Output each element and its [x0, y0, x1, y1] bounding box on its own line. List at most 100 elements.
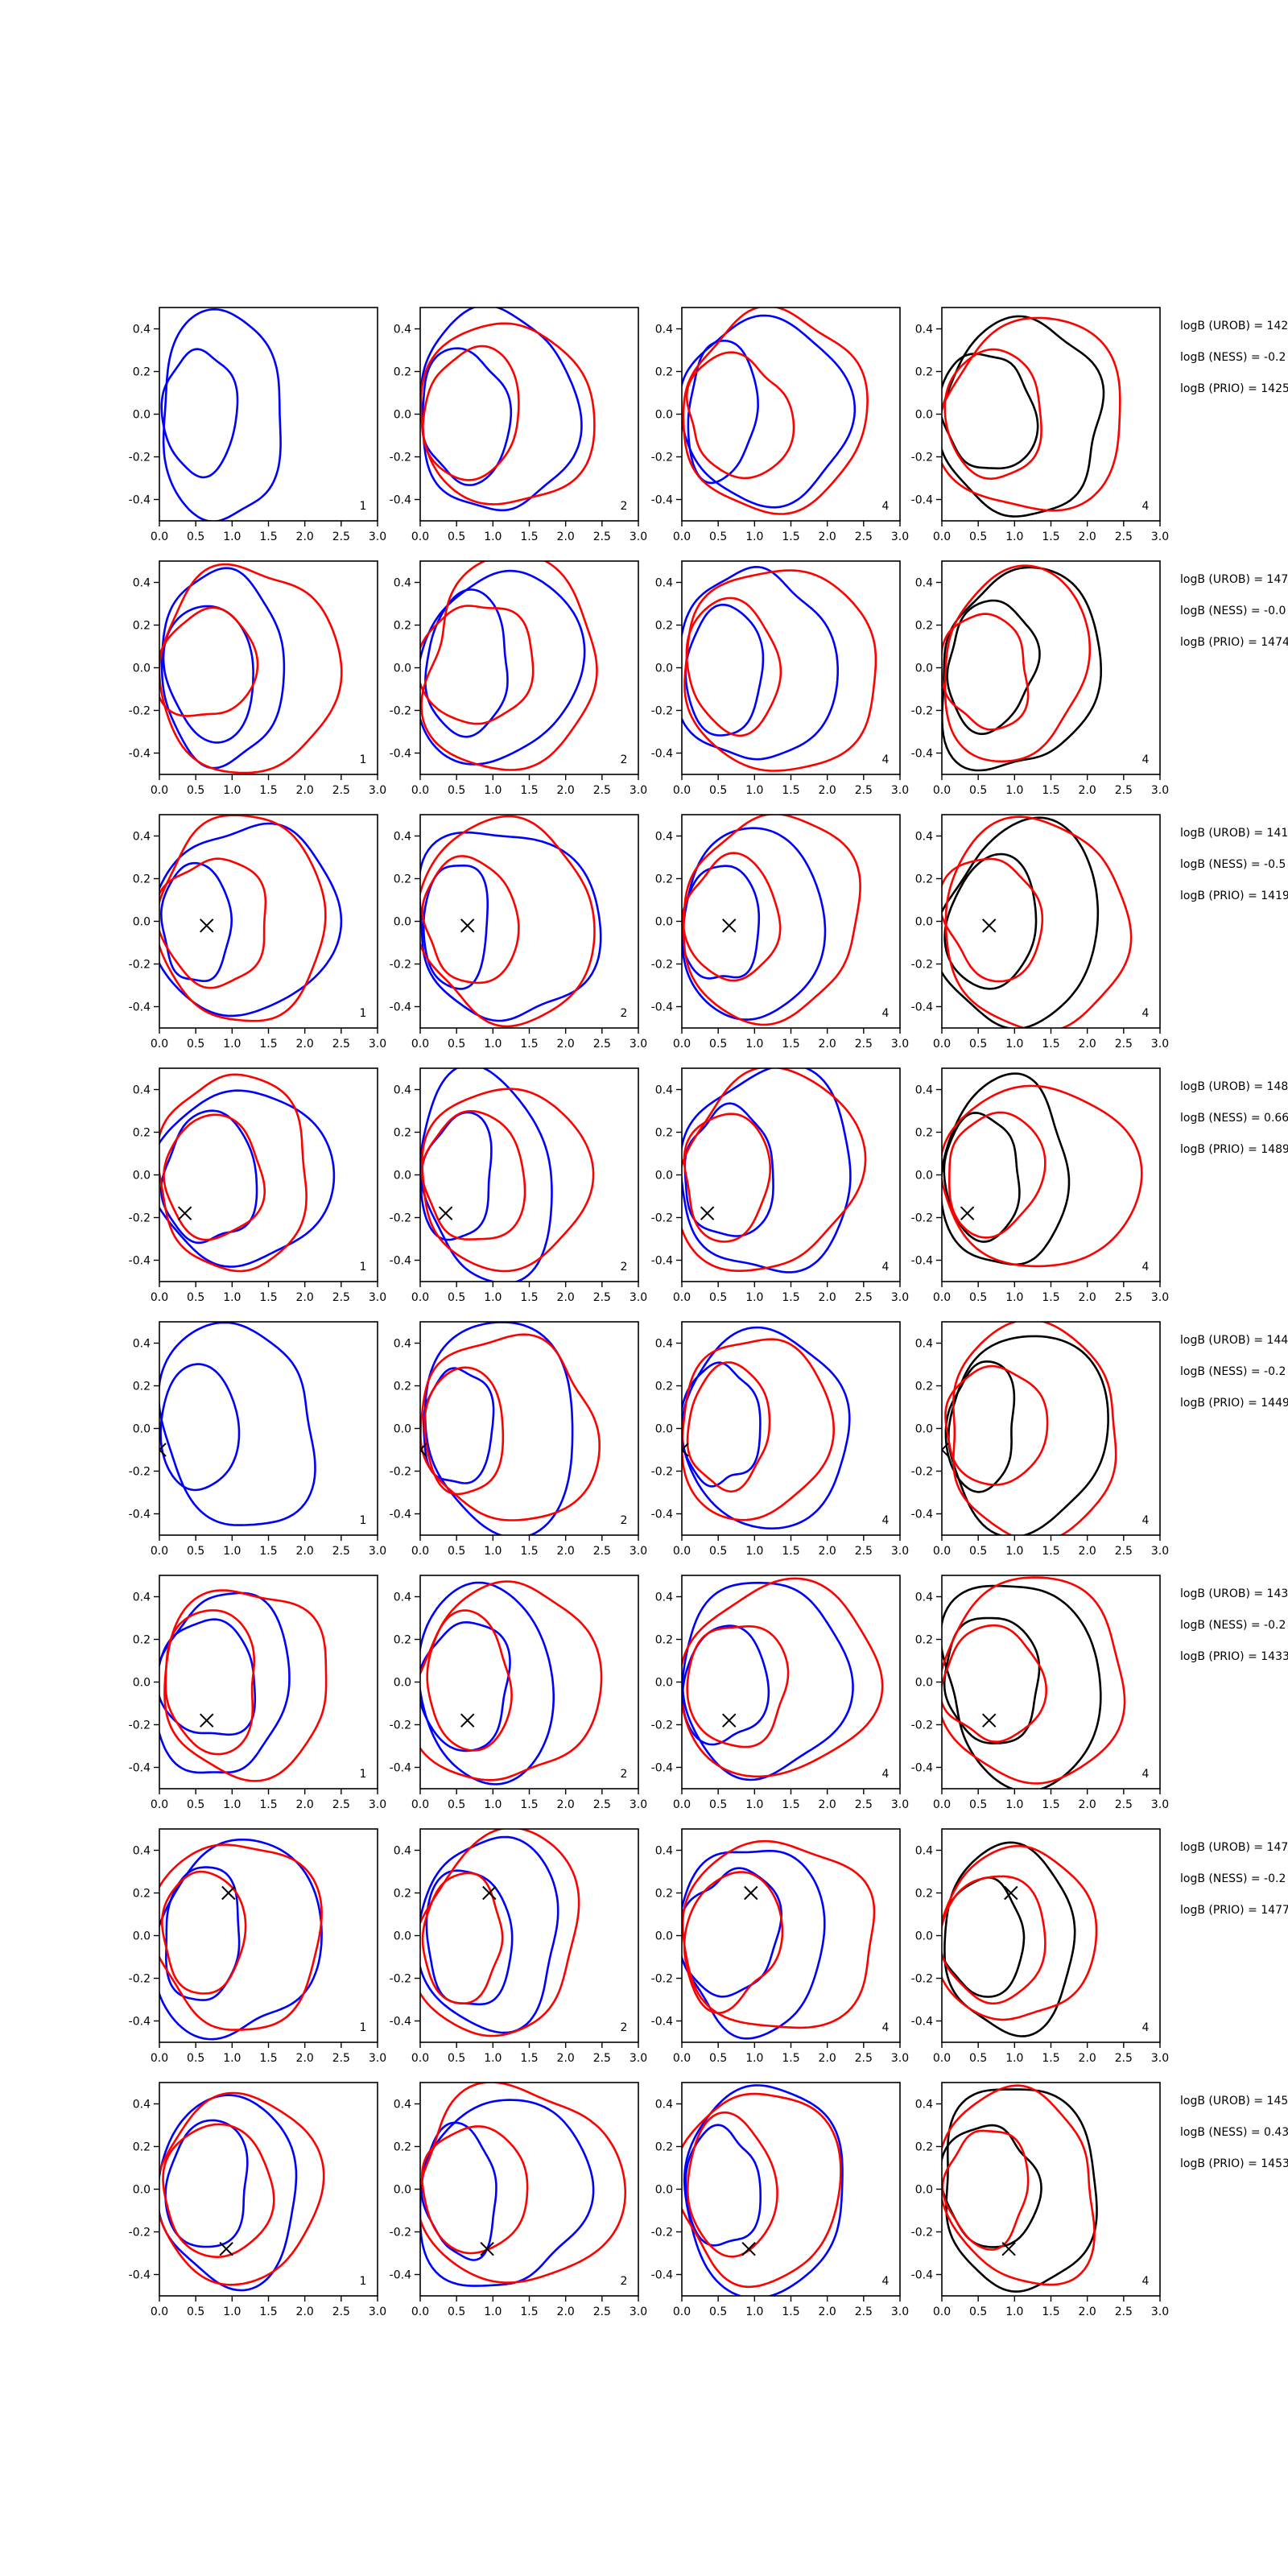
contour	[686, 1625, 790, 1748]
panel: 0.0 0.5 1.0 1.5 2.0 2.5 3.0 -0.4 -0.2 0.0 0.2 0.4 2	[390, 1067, 647, 1304]
y-tick-label: 0.0	[394, 1170, 411, 1183]
x-tick-label: 2.5	[593, 2052, 611, 2065]
axes-frame	[419, 2082, 639, 2297]
x-tick-label: 1.5	[782, 530, 799, 543]
x-tick-label: 1.0	[745, 2306, 763, 2318]
y-tick-label: 0.0	[655, 1423, 673, 1436]
y-tick-label: -0.4	[129, 1255, 151, 1268]
y-tick-label: -0.4	[129, 2016, 151, 2029]
y-tick-label: 0.2	[915, 1634, 933, 1647]
x-tick-label: 2.0	[819, 1798, 836, 1811]
x-tick-label: 0.5	[187, 2306, 204, 2318]
x-tick-label: 0.0	[411, 1291, 429, 1304]
axes-frame	[941, 560, 1161, 775]
marker-x	[741, 2241, 756, 2256]
x-tick-label: 3.0	[369, 784, 386, 797]
y-tick-label: -0.2	[911, 705, 933, 718]
x-tick-label: 3.0	[891, 784, 909, 797]
contour	[160, 348, 239, 479]
y-tick-label: 0.0	[394, 916, 411, 929]
contour	[424, 588, 509, 738]
x-tick-label: 0.0	[933, 2306, 951, 2318]
contour	[942, 2129, 1030, 2251]
y-tick-label: 0.0	[915, 2184, 933, 2197]
annotation: logB (PRIO) = 1489	[1180, 1143, 1288, 1156]
y-tick-label: 0.4	[915, 1338, 933, 1351]
contour	[682, 565, 839, 761]
x-tick-label: 1.0	[484, 2306, 502, 2318]
panel-label: 4	[1142, 753, 1150, 766]
x-tick-label: 0.5	[709, 1291, 727, 1304]
contour	[682, 2092, 842, 2289]
panel: 0.0 0.5 1.0 1.5 2.0 2.5 3.0 -0.4 -0.2 0.0 0.2 0.4 4	[651, 814, 909, 1051]
x-tick-label: 3.0	[369, 2306, 386, 2318]
contour	[685, 597, 782, 737]
panel: 0.0 0.5 1.0 1.5 2.0 2.5 3.0 -0.4 -0.2 0.0 0.2 0.4 4	[911, 1067, 1169, 1304]
axes-frame	[681, 560, 901, 775]
y-tick-label: 0.4	[394, 2099, 411, 2112]
y-tick-label: 0.2	[915, 1888, 933, 1901]
x-tick-label: 1.0	[484, 1798, 502, 1811]
x-tick-label: 0.5	[187, 1798, 204, 1811]
contour	[942, 353, 1039, 470]
contour	[164, 2119, 249, 2248]
contour	[682, 1577, 884, 1778]
contours	[942, 564, 1103, 772]
contour	[422, 345, 520, 481]
panel-label: 2	[621, 1768, 628, 1781]
x-tick-label: 3.0	[630, 1291, 647, 1304]
x-tick-label: 2.5	[855, 784, 873, 797]
x-tick-label: 1.5	[259, 1038, 277, 1051]
y-tick-label: 0.0	[133, 916, 151, 929]
y-tick-label: 0.0	[655, 1930, 673, 1943]
x-tick-label: 2.5	[855, 1038, 873, 1051]
x-tick-label: 0.0	[151, 2052, 168, 2065]
contours	[682, 565, 877, 772]
contour	[943, 1841, 1076, 2037]
marker-x	[960, 1206, 975, 1220]
y-tick-label: -0.4	[651, 1762, 673, 1775]
y-tick-label: -0.2	[390, 1719, 411, 1732]
x-tick-label: 3.0	[369, 1545, 386, 1558]
panel-label: 4	[882, 500, 890, 513]
y-tick-label: -0.4	[651, 1001, 673, 1014]
x-tick-label: 2.5	[332, 530, 350, 543]
y-tick-label: 0.0	[655, 1170, 673, 1183]
y-tick-label: 0.2	[655, 620, 673, 633]
marker-x	[1004, 1885, 1018, 1901]
y-tick-label: 0.2	[394, 1127, 411, 1140]
annotation: logB (PRIO) = 1433	[1180, 1650, 1288, 1663]
x-tick-label: 1.0	[1005, 1545, 1023, 1558]
x-tick-label: 1.5	[520, 2052, 538, 2065]
y-tick-label: -0.4	[651, 1509, 673, 1521]
x-tick-label: 0.0	[673, 1291, 691, 1304]
annotation: logB (PRIO) = 1474	[1180, 636, 1288, 649]
y-tick-label: 0.0	[915, 916, 933, 929]
y-tick-label: 0.0	[133, 2184, 151, 2197]
axes-frame	[941, 1321, 1161, 1536]
contour	[420, 2125, 529, 2255]
y-tick-label: -0.2	[651, 1466, 673, 1479]
x-tick-label: 1.5	[520, 1798, 538, 1811]
x-tick-label: 2.5	[332, 2306, 350, 2318]
panel: 0.0 0.5 1.0 1.5 2.0 2.5 3.0 -0.4 -0.2 0.0 0.2 0.4 4	[911, 2082, 1169, 2318]
panel-label: 4	[882, 2021, 890, 2034]
panel: 0.0 0.5 1.0 1.5 2.0 2.5 3.0 -0.4 -0.2 0.0 0.2 0.4 4	[911, 1321, 1169, 1558]
x-tick-label: 1.0	[484, 1291, 502, 1304]
x-tick-label: 1.5	[1042, 1038, 1059, 1051]
y-tick-label: 0.4	[133, 577, 151, 590]
contour	[942, 816, 1100, 1028]
x-tick-label: 0.0	[933, 1291, 951, 1304]
annotation: logB (NESS) = -0.2	[1180, 351, 1286, 364]
contours	[159, 2091, 325, 2292]
x-tick-label: 2.0	[1079, 2306, 1096, 2318]
contour	[420, 2121, 497, 2261]
panel: 0.0 0.5 1.0 1.5 2.0 2.5 3.0 -0.4 -0.2 0.0 0.2 0.4 1	[129, 560, 386, 797]
y-tick-label: 0.0	[133, 1677, 151, 1690]
y-tick-label: 0.4	[133, 324, 151, 336]
y-tick-label: 0.0	[915, 1930, 933, 1943]
x-tick-label: 0.0	[673, 2306, 691, 2318]
y-tick-label: -0.2	[651, 1212, 673, 1225]
annotation: logB (UROB) = 147	[1180, 573, 1288, 586]
axes-frame	[159, 1575, 378, 1790]
